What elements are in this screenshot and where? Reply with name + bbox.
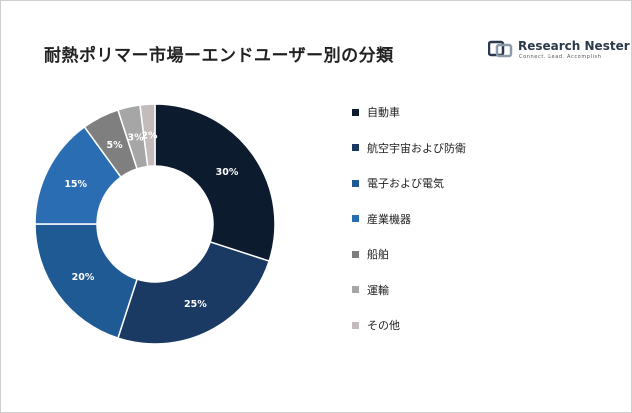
- legend-label: 運輸: [367, 283, 389, 297]
- slice-data-label: 2%: [141, 131, 158, 142]
- logo-name: Research Nester: [518, 39, 630, 53]
- slice-data-label: 25%: [184, 299, 207, 310]
- legend-swatch: [352, 144, 359, 151]
- legend-swatch: [352, 179, 359, 187]
- chart-title: 耐熱ポリマー市場ーエンドユーザー別の分類: [44, 46, 394, 66]
- donut-slice: [34, 223, 139, 340]
- logo-icon: [488, 40, 513, 58]
- legend-label: 自動車: [367, 106, 400, 119]
- legend-label: 航空宇宙および防衛: [367, 141, 466, 155]
- legend-item: 自動車: [352, 104, 400, 120]
- legend-label: 産業機器: [367, 212, 411, 226]
- research-nester-logo: Research Nester Connect. Lead. Accomplis…: [488, 39, 630, 65]
- logo-name-part1: Research: [518, 39, 585, 53]
- legend-label: その他: [367, 319, 400, 332]
- slice-data-label: 3%: [128, 133, 145, 144]
- legend-swatch: [352, 286, 359, 293]
- legend-item: その他: [352, 317, 400, 333]
- legend-label: 船舶: [367, 248, 389, 261]
- legend-label: 電子および電気: [367, 177, 444, 190]
- donut-slice: [116, 240, 271, 345]
- logo-name-part2: Nester: [584, 39, 630, 53]
- legend-swatch: [352, 215, 359, 222]
- slice-data-label: 15%: [64, 179, 87, 190]
- slice-data-label: 20%: [72, 272, 95, 283]
- legend-item: 産業機器: [352, 211, 411, 227]
- legend-item: 運輸: [352, 282, 389, 298]
- legend-item: 船舶: [352, 246, 389, 262]
- legend-swatch: [352, 321, 359, 329]
- donut-slice: [139, 103, 156, 168]
- legend-swatch: [352, 108, 359, 116]
- slice-data-label: 5%: [107, 140, 124, 151]
- logo-tagline: Connect. Lead. Accomplish: [519, 54, 602, 60]
- legend-item: 航空宇宙および防衛: [352, 140, 466, 156]
- donut-slice: [154, 103, 276, 263]
- legend-swatch: [352, 250, 359, 258]
- legend-item: 電子および電気: [352, 175, 444, 191]
- slice-data-label: 30%: [216, 167, 239, 178]
